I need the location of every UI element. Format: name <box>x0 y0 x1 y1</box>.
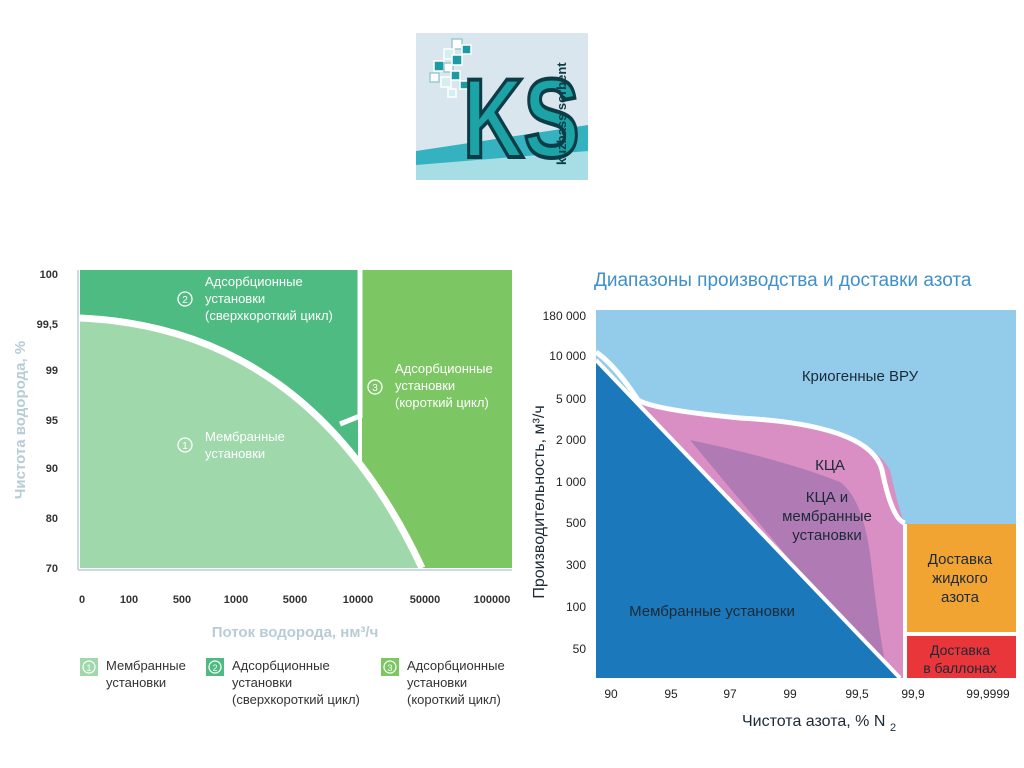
svg-text:1: 1 <box>86 663 91 673</box>
x-axis-label: Чистота азота, % N 2 <box>742 713 896 734</box>
label-liquid-delivery: Доставка жидкого азота <box>928 551 993 606</box>
region-label-2: 2 Адсорбционные установки (сверхкороткий… <box>177 274 333 323</box>
svg-text:3: 3 <box>387 663 392 673</box>
y-tick-label: 5 000 <box>556 392 586 406</box>
y-tick-label: 300 <box>566 558 586 572</box>
svg-text:3: 3 <box>372 383 378 394</box>
label-membrane-units: Мембранные установки <box>629 603 795 620</box>
x-tick-label: 0 <box>79 594 85 606</box>
svg-text:(короткий цикл): (короткий цикл) <box>395 395 489 410</box>
region-cylinder-delivery <box>905 636 1016 678</box>
x-tick-label: 99,9999 <box>966 687 1010 701</box>
x-tick-label: 100 <box>120 594 138 606</box>
svg-text:(сверхкороткий цикл): (сверхкороткий цикл) <box>232 692 360 707</box>
svg-text:Мембранные: Мембранные <box>205 429 285 444</box>
label-cryogenic: Криогенные ВРУ <box>802 368 919 385</box>
y-tick-label: 100 <box>40 269 58 281</box>
svg-text:Производительность, м³/ч: Производительность, м³/ч <box>531 405 548 598</box>
svg-text:мембранные: мембранные <box>782 508 872 525</box>
region-label-3: 3 Адсорбционные установки (короткий цикл… <box>367 361 493 410</box>
svg-text:Чистота азота, % N: Чистота азота, % N <box>742 713 885 730</box>
svg-text:Адсорбционные: Адсорбционные <box>232 658 330 673</box>
x-tick-label: 97 <box>723 687 737 701</box>
x-tick-label: 99,9 <box>901 687 925 701</box>
svg-text:в баллонах: в баллонах <box>923 660 997 676</box>
y-tick-label: 99,5 <box>37 319 58 331</box>
y-axis-ticks: 100 99,5 99 95 90 80 70 <box>37 269 58 575</box>
y-tick-label: 80 <box>46 513 58 525</box>
svg-text:азота: азота <box>941 589 980 606</box>
svg-text:2: 2 <box>212 663 217 673</box>
legend-item-3: 3 Адсорбционные установки (короткий цикл… <box>381 658 505 707</box>
x-tick-label: 10000 <box>343 594 374 606</box>
x-tick-label: 1000 <box>224 594 248 606</box>
svg-text:жидкого: жидкого <box>932 570 988 587</box>
nitrogen-range-chart: Диапазоны производства и доставки азота … <box>531 270 1016 734</box>
svg-text:Адсорбционные: Адсорбционные <box>407 658 505 673</box>
y-tick-label: 100 <box>566 600 586 614</box>
x-tick-label: 95 <box>664 687 678 701</box>
label-psa: КЦА <box>815 457 845 474</box>
y-tick-label: 70 <box>46 563 58 575</box>
pixel-squares-icon <box>429 38 472 98</box>
x-axis-ticks: 0 100 500 1000 5000 10000 50000 100000 <box>79 594 510 606</box>
y-tick-label: 500 <box>566 516 586 530</box>
label-psa-membrane: КЦА и мембранные установки <box>782 489 872 544</box>
y-tick-label: 99 <box>46 365 58 377</box>
chart-title: Диапазоны производства и доставки азота <box>594 270 972 291</box>
svg-text:Доставка: Доставка <box>928 551 993 568</box>
x-tick-label: 500 <box>173 594 191 606</box>
svg-text:установки: установки <box>106 675 166 690</box>
y-axis-label: Чистота водорода, % <box>12 341 29 499</box>
x-tick-label: 90 <box>604 687 618 701</box>
x-tick-label: 99 <box>783 687 797 701</box>
y-tick-label: 1 000 <box>556 475 586 489</box>
svg-text:установки: установки <box>232 675 292 690</box>
y-tick-label: 50 <box>573 642 587 656</box>
legend-item-1: 1 Мембранные установки <box>80 658 186 690</box>
y-tick-label: 95 <box>46 415 58 427</box>
svg-text:установки: установки <box>205 291 265 306</box>
y-tick-label: 90 <box>46 463 58 475</box>
svg-text:установки: установки <box>395 378 455 393</box>
svg-text:(сверхкороткий цикл): (сверхкороткий цикл) <box>205 308 333 323</box>
svg-text:установки: установки <box>792 527 861 544</box>
region-membrane <box>80 318 422 568</box>
legend: 1 Мембранные установки 2 Адсорбционные у… <box>80 658 505 707</box>
y-axis-ticks: 180 000 10 000 5 000 2 000 1 000 500 300 100 50 <box>543 309 587 656</box>
y-tick-label: 2 000 <box>556 433 586 447</box>
legend-item-2: 2 Адсорбционные установки (сверхкороткий… <box>206 658 360 707</box>
svg-text:установки: установки <box>205 446 265 461</box>
region-label-1: 1 Мембранные установки <box>177 429 285 461</box>
y-axis-label: Производительность, м³/ч <box>531 405 548 598</box>
logo-wordmark: kuzbass sorbent <box>554 62 569 165</box>
svg-text:установки: установки <box>407 675 467 690</box>
y-tick-label: 180 000 <box>543 309 587 323</box>
x-tick-label: 99,5 <box>845 687 869 701</box>
svg-text:2: 2 <box>890 722 896 734</box>
hydrogen-purity-chart: 2 Адсорбционные установки (сверхкороткий… <box>12 269 512 707</box>
y-tick-label: 10 000 <box>549 349 586 363</box>
svg-text:КЦА и: КЦА и <box>806 489 848 506</box>
logo-mark-text: KS <box>461 53 581 180</box>
kuzbass-sorbent-logo: KS kuzbass sorbent <box>416 33 588 180</box>
x-axis-label: Поток водорода, нм³/ч <box>212 624 379 641</box>
label-cylinder-delivery: Доставка в баллонах <box>923 642 997 676</box>
svg-text:Адсорбционные: Адсорбционные <box>205 274 303 289</box>
x-tick-label: 50000 <box>410 594 441 606</box>
x-tick-label: 100000 <box>474 594 511 606</box>
svg-text:2: 2 <box>182 295 188 306</box>
svg-text:Мембранные: Мембранные <box>106 658 186 673</box>
svg-text:Адсорбционные: Адсорбционные <box>395 361 493 376</box>
x-axis-ticks: 90 95 97 99 99,5 99,9 99,9999 <box>604 687 1010 701</box>
svg-text:Доставка: Доставка <box>930 642 990 658</box>
region-liquid-delivery <box>905 524 1016 632</box>
svg-text:1: 1 <box>182 441 188 452</box>
svg-text:(короткий цикл): (короткий цикл) <box>407 692 501 707</box>
x-tick-label: 5000 <box>283 594 307 606</box>
svg-text:KS: KS <box>463 55 580 180</box>
